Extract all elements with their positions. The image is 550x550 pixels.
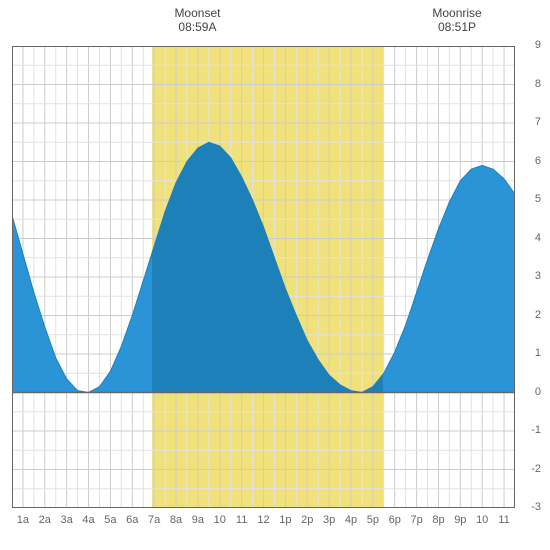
y-tick-label: 7: [521, 116, 541, 128]
moonset-label-time: 08:59A: [167, 20, 227, 34]
x-tick-label: 9a: [188, 514, 208, 526]
x-tick-label: 4a: [79, 514, 99, 526]
x-tick-label: 9p: [450, 514, 470, 526]
x-tick-label: 8p: [428, 514, 448, 526]
x-tick-label: 1p: [275, 514, 295, 526]
moonset-label: Moonset08:59A: [167, 6, 227, 35]
y-tick-label: -2: [521, 463, 541, 475]
y-tick-label: 6: [521, 155, 541, 167]
x-tick-label: 3p: [319, 514, 339, 526]
x-tick-label: 5a: [100, 514, 120, 526]
x-tick-label: 2p: [297, 514, 317, 526]
y-tick-label: 4: [521, 232, 541, 244]
moonrise-label-time: 08:51P: [427, 20, 487, 34]
moonrise-label: Moonrise08:51P: [427, 6, 487, 35]
x-tick-label: 11: [494, 514, 514, 526]
x-tick-label: 2a: [35, 514, 55, 526]
x-tick-label: 12: [254, 514, 274, 526]
y-tick-label: -3: [521, 501, 541, 513]
y-tick-label: 5: [521, 193, 541, 205]
moonset-label-title: Moonset: [167, 6, 227, 20]
plot-svg: [12, 46, 515, 508]
y-tick-label: 1: [521, 347, 541, 359]
y-tick-label: 2: [521, 309, 541, 321]
x-tick-label: 6p: [385, 514, 405, 526]
x-tick-label: 5p: [363, 514, 383, 526]
x-tick-label: 4p: [341, 514, 361, 526]
y-tick-label: 9: [521, 39, 541, 51]
y-tick-label: -1: [521, 424, 541, 436]
x-tick-label: 10: [472, 514, 492, 526]
x-tick-label: 6a: [122, 514, 142, 526]
plot-area: [12, 46, 515, 508]
x-tick-label: 8a: [166, 514, 186, 526]
x-tick-label: 1a: [13, 514, 33, 526]
x-tick-label: 11: [232, 514, 252, 526]
tide-moon-chart: -3-2-101234567891a2a3a4a5a6a7a8a9a101112…: [0, 0, 550, 550]
x-tick-label: 7p: [407, 514, 427, 526]
y-tick-label: 8: [521, 78, 541, 90]
x-tick-label: 7a: [144, 514, 164, 526]
y-tick-label: 3: [521, 270, 541, 282]
x-tick-label: 10: [210, 514, 230, 526]
x-tick-label: 3a: [57, 514, 77, 526]
moonrise-label-title: Moonrise: [427, 6, 487, 20]
y-tick-label: 0: [521, 386, 541, 398]
